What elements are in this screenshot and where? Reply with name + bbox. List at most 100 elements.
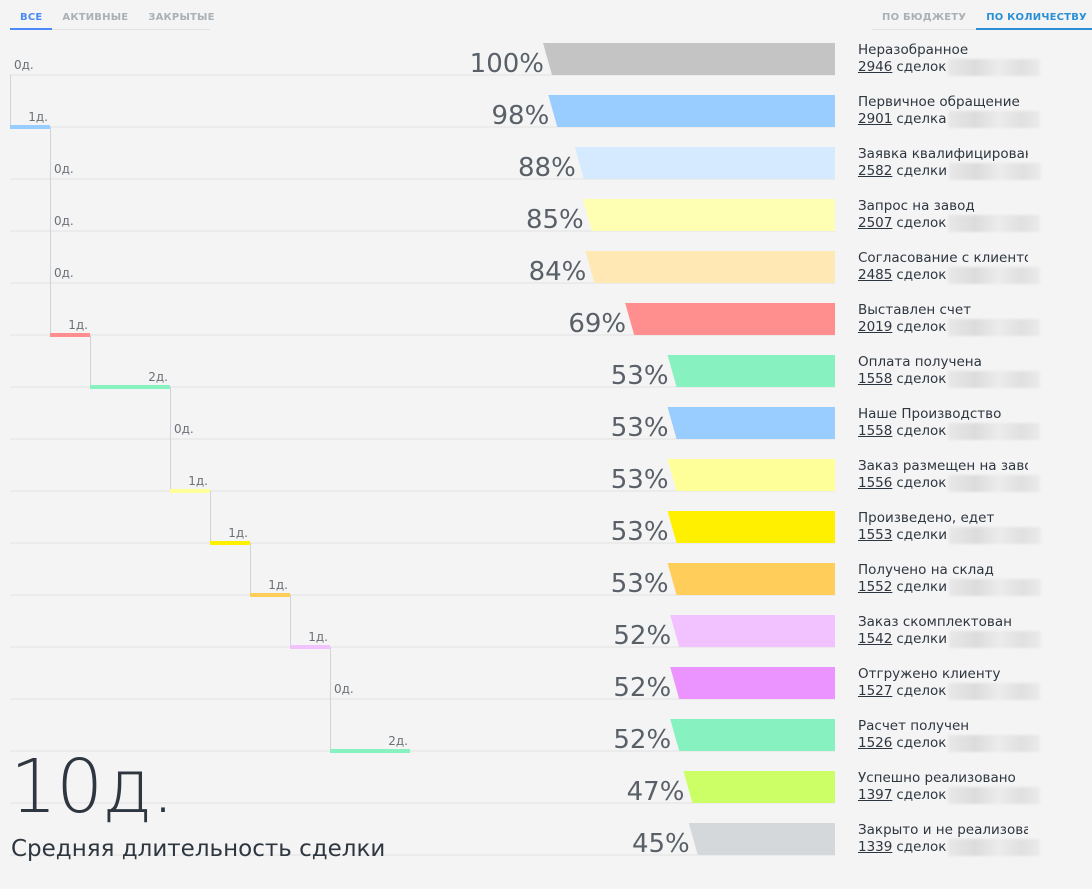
stage-count-unit: сделок [896,215,947,231]
timeline-segment [250,593,290,597]
stage-count-link[interactable]: 1558 [858,371,893,387]
stage-count: 2485 сделок [858,267,1088,284]
stage-count: 2582 сделки [858,163,1088,180]
stage-name: Согласование с клиентом [858,250,1028,266]
stage-percent: 53% [611,361,669,391]
funnel-bar [667,563,835,595]
stage-name: Наше Производство [858,406,1002,422]
blurred-amount [948,319,1041,336]
tab-closed[interactable]: ЗАКРЫТЫЕ [148,12,215,23]
stage-count: 1542 сделки [858,631,1088,648]
stage-days: 1д. [228,526,248,540]
stage-days: 0д. [54,214,74,228]
stage-count: 1552 сделки [858,579,1088,596]
stage-count: 2946 сделок [858,59,1088,76]
stage-count-unit: сделок [896,267,947,283]
funnel-bar [683,771,835,803]
stage-count: 1553 сделки [858,527,1088,544]
average-duration-value: 10д. [10,744,175,830]
funnel-chart: 100% 0д. 98% 1д. 88% 0д. 85% 0д. 84% 0д. 69% 1д. 53%… [10,43,835,859]
funnel-bar [625,303,835,335]
blurred-amount [948,371,1041,388]
stage-days: 2д. [388,734,408,748]
stage-days: 1д. [28,110,48,124]
blurred-amount [948,631,1041,648]
stage-percent: 53% [611,465,669,495]
stage-item: Успешно реализовано 1397 сделок [858,770,1088,804]
stage-count-unit: сделок [896,371,947,387]
stage-percent: 85% [526,205,584,235]
stage-days: 0д. [174,422,194,436]
stage-count-link[interactable]: 1526 [858,735,893,751]
stage-count-link[interactable]: 1556 [858,475,893,491]
stage-count: 1339 сделок [858,839,1088,856]
stage-count-unit: сделок [896,735,947,751]
stage-item: Закрыто и не реализовано1339сделок [858,822,1088,856]
stage-days: 0д. [54,162,74,176]
stage-count: 1397 сделок [858,787,1088,804]
tab-by-count[interactable]: ПО КОЛИЧЕСТВУ [976,0,1092,30]
stage-count: 1558 сделок [858,423,1088,440]
stage-name: Получено на склад [858,562,994,578]
stage-percent: 45% [632,829,690,859]
stage-count: 1526 сделок [858,735,1088,752]
funnel-bar [667,511,835,543]
tab-all[interactable]: ВСЕ [10,0,53,30]
stage-count-link[interactable]: 2485 [858,267,893,283]
stage-percent: 84% [529,257,587,287]
stage-count-link[interactable]: 1397 [858,787,893,803]
stage-percent: 98% [492,101,550,131]
stage-count-link[interactable]: 2946 [858,59,893,75]
stage-percent: 47% [627,777,685,807]
stage-count-unit: сделок [896,59,947,75]
timeline-segment [210,541,250,545]
stage-name: Успешно реализовано [858,770,1016,786]
stage-count-link[interactable]: 2901 [858,111,893,127]
stage-count-unit: сделок [896,319,947,335]
stage-item: Наше Производство 1558 сделок [858,406,1088,440]
stage-count-link[interactable]: 1527 [858,683,893,699]
average-duration-label: Средняя длительность сделки [11,836,386,862]
stage-days: 0д. [334,682,354,696]
stage-count-link[interactable]: 1553 [858,527,893,543]
stage-days: 0д. [14,58,34,72]
stage-days: 1д. [188,474,208,488]
stage-name: Выставлен счет [858,302,972,318]
funnel-bar [582,199,835,231]
stage-count-unit: сделки [896,631,947,647]
timeline-segment [170,489,210,493]
stage-count-link[interactable]: 2507 [858,215,893,231]
stage-name: Неразобранное [858,42,969,58]
blurred-amount [948,735,1041,752]
stage-days: 0д. [54,266,74,280]
stage-item: Запрос на завод 2507 сделок [858,198,1088,232]
tab-by-budget[interactable]: ПО БЮДЖЕТУ [882,12,967,23]
stage-percent: 52% [613,621,671,651]
stage-count-unit: сделок [896,839,947,855]
stage-count-link[interactable]: 1558 [858,423,893,439]
stage-percent: 69% [568,309,626,339]
blurred-amount [948,787,1041,804]
funnel-bar [670,719,835,751]
stage-count-link[interactable]: 1542 [858,631,893,647]
stage-percent: 52% [613,725,671,755]
tab-active[interactable]: АКТИВНЫЕ [62,12,129,23]
stage-count-link[interactable]: 2019 [858,319,893,335]
stage-count-link[interactable]: 1339 [858,839,893,855]
stage-percent: 53% [611,413,669,443]
timeline-segment [10,125,50,129]
stage-percent: 52% [613,673,671,703]
blurred-amount [948,215,1041,232]
stage-count: 1558 сделок [858,371,1088,388]
funnel-bar [667,355,835,387]
stage-count-link[interactable]: 2582 [858,163,893,179]
stage-item: Получено на склад 1552 сделки [858,562,1088,596]
stage-count-link[interactable]: 1552 [858,579,893,595]
stage-item: Расчет получен 1526 сделок [858,718,1088,752]
timeline-segment [290,645,330,649]
funnel-bar [574,147,835,179]
funnel-bar [670,667,835,699]
stage-item: Произведено, едет 1553 сделки [858,510,1088,544]
stage-name: Отгружено клиенту [858,666,1001,682]
stage-item: Первичное обращение 2901 сделка [858,94,1088,128]
